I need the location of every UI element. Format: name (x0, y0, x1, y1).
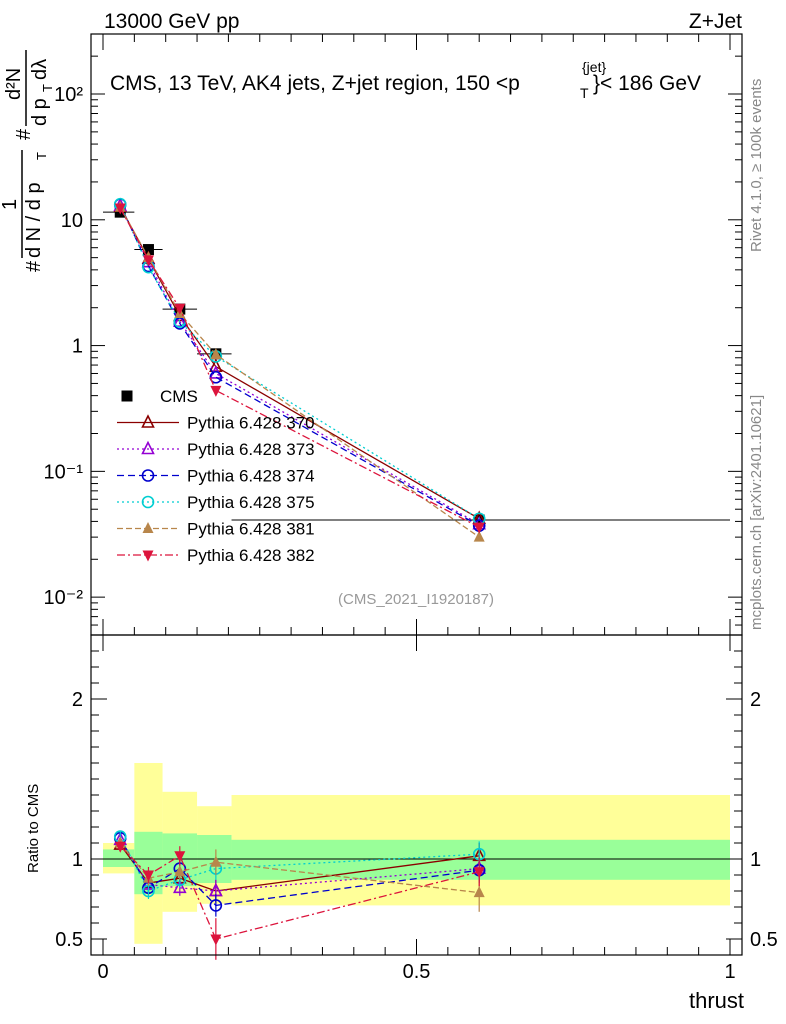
legend-label-4: Pythia 6.428 375 (187, 493, 315, 512)
mcplots-label: mcplots.cern.ch [arXiv:2401.10621] (748, 395, 765, 630)
ylabel-d2N: d²N (3, 68, 25, 100)
ratio-y-label: Ratio to CMS (25, 784, 42, 873)
plot-title: CMS, 13 TeV, AK4 jets, Z+jet region, 150… (110, 59, 701, 101)
legend-marker-1 (141, 414, 155, 428)
main-y-tick-label: 10⁻¹ (44, 461, 84, 483)
title-tail: }< 186 GeV (593, 72, 701, 95)
main-y-tick-label: 10 (61, 210, 83, 232)
ratio-y-tick-label: 0.5 (55, 929, 83, 951)
ratio-y-tick-label: 1 (72, 849, 83, 871)
x-tick-label: 0.5 (403, 961, 431, 983)
legend-label-1: Pythia 6.428 370 (187, 414, 315, 433)
series-5-point (473, 530, 485, 542)
series-6-point (114, 203, 126, 215)
legend-marker-4 (141, 495, 155, 509)
ylabel-den: d N / d p (23, 182, 45, 258)
series-6-ratio-line (119, 845, 480, 940)
legend-marker-2 (141, 440, 155, 455)
legend-label-3: Pythia 6.428 374 (187, 467, 315, 486)
ylabel-dlambda: dλ (29, 59, 51, 80)
series-6-ratio-point (142, 870, 154, 882)
legend-label-5: Pythia 6.428 381 (187, 520, 315, 539)
series-2-ratio-point (173, 879, 187, 894)
legend: CMS Pythia 6.428 370 Pythia 6.428 373 Pythi… (117, 387, 315, 565)
watermark: (CMS_2021_I1920187) (338, 591, 494, 608)
title-text: CMS, 13 TeV, AK4 jets, Z+jet region, 150… (110, 72, 520, 95)
series-5-ratio-point (174, 865, 186, 877)
x-axis-label: thrust (689, 988, 744, 1013)
series-4-line (119, 203, 480, 520)
series-6-ratio-point (114, 841, 126, 853)
legend-label-0: CMS (160, 387, 198, 406)
ylabel-one: 1 (0, 199, 21, 210)
header-left: 13000 GeV pp (104, 10, 239, 33)
main-panel: 10⁻² 10⁻¹ 1 10 10² (44, 33, 743, 636)
legend-label-2: Pythia 6.428 373 (187, 440, 315, 459)
series-6-ratio-point (473, 867, 485, 879)
x-tick-label: 0 (97, 961, 108, 983)
ratio-y-tick-label: 2 (72, 689, 83, 711)
series-6-ratio-point (174, 851, 186, 863)
series-6-point (142, 255, 154, 267)
series-2-ratio-line (119, 839, 480, 892)
ylabel-dpT-sub: T (40, 84, 55, 92)
series-6-point (174, 303, 186, 315)
legend-marker-5 (142, 522, 154, 533)
rivet-label: Rivet 4.1.0, ≥ 100k events (748, 79, 765, 252)
series-5-ratio-point (473, 886, 485, 898)
x-tick-label: 1 (724, 961, 735, 983)
series-3-ratio-point (209, 899, 223, 912)
series-6-ratio-point (210, 934, 222, 946)
series-6-point (473, 522, 485, 534)
series-2-point (173, 313, 187, 327)
ylabel-dpT: d p (29, 98, 51, 126)
ratio-y-tick-label-right: 0.5 (750, 929, 778, 951)
ratio-panel: 0 0.5 1 0.5 0.5 1 1 2 2 (55, 634, 778, 983)
ylabel-den-sub: T (34, 152, 49, 160)
series-5-ratio-point (210, 855, 222, 867)
ratio-y-tick-label-right: 2 (750, 689, 761, 711)
series-5-point (210, 347, 222, 359)
ratio-y-tick-label-right: 1 (750, 849, 761, 871)
title-sup: {jet} (582, 59, 606, 75)
legend-label-6: Pythia 6.428 382 (187, 546, 315, 565)
main-y-tick-label: 10⁻² (44, 587, 84, 609)
main-y-tick-label: 10² (54, 84, 83, 106)
title-sub: T (580, 85, 589, 101)
series-4-ratio-line (119, 836, 480, 892)
legend-marker-0 (121, 390, 133, 402)
legend-marker-6 (142, 550, 154, 562)
ylabel-hash-1: # (23, 260, 45, 272)
header-right: Z+Jet (689, 10, 742, 33)
ylabel-hash-2: # (13, 128, 35, 140)
data-point (142, 244, 154, 256)
main-y-axis-label: # d N / d p T 1 # d p T dλ d²N (0, 50, 55, 272)
series-6-point (210, 385, 222, 397)
legend-marker-3 (141, 469, 155, 482)
main-y-tick-label: 1 (72, 336, 83, 358)
